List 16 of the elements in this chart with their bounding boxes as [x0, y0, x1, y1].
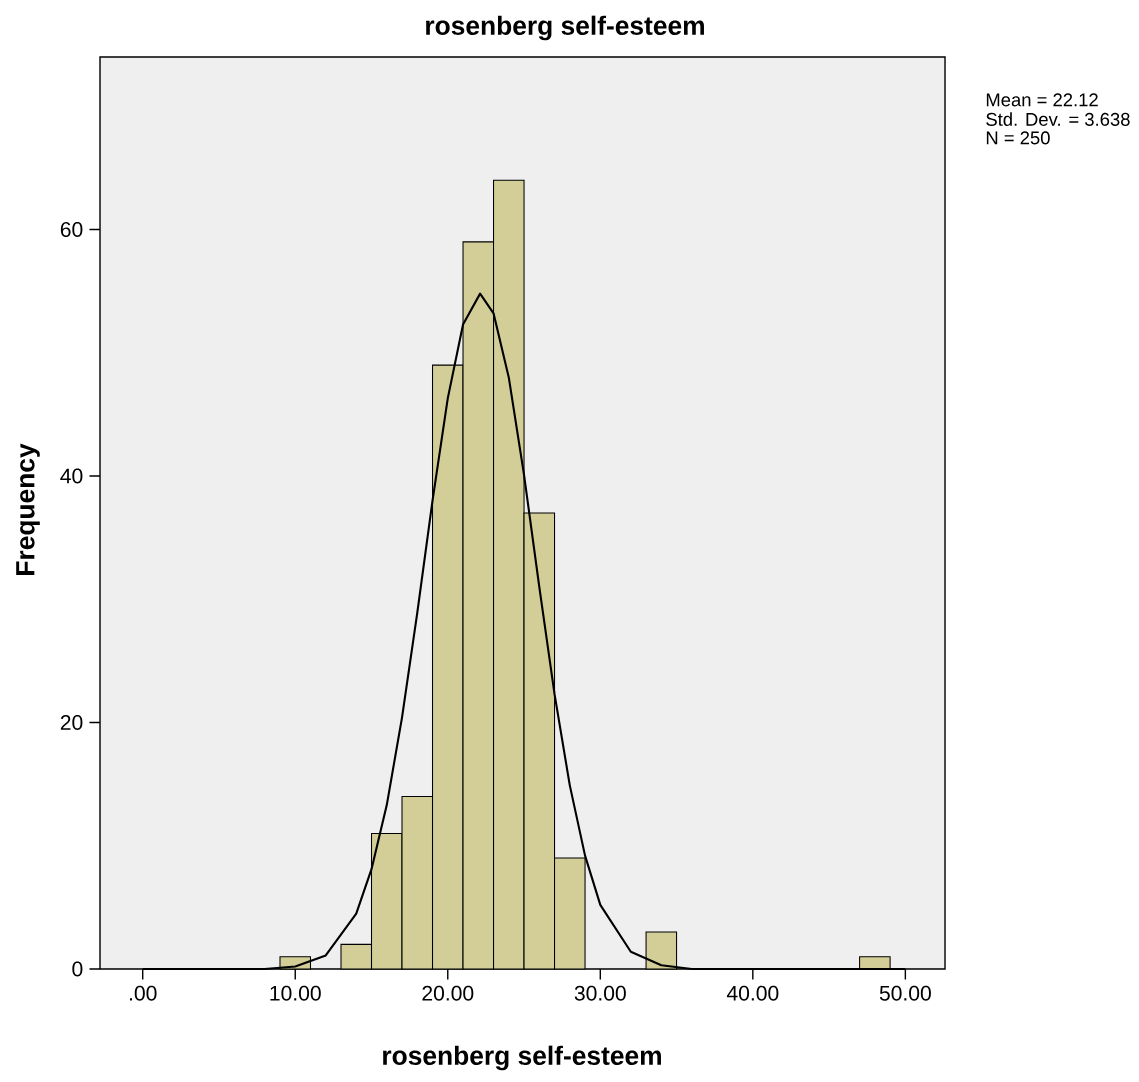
x-tick-label: 50.00 — [879, 985, 931, 1001]
y-tick-label: 20 — [60, 715, 83, 730]
x-tick-label: 10.00 — [270, 985, 321, 1001]
y-tick-label: 60 — [60, 222, 83, 237]
text: Mean = 22.12 — [986, 93, 1098, 107]
x-axis-title: rosenberg self-esteem — [383, 1045, 661, 1071]
chart-title: rosenberg self-esteem — [426, 15, 704, 41]
y-tick-label: 40 — [60, 468, 83, 484]
x-tick-label: 20.00 — [422, 985, 474, 1001]
y-tick-label: 0 — [72, 961, 83, 977]
text: N = 250 — [986, 131, 1050, 145]
x-tick-label: 40.00 — [726, 985, 779, 1001]
x-tick-label: .00 — [129, 985, 157, 1001]
x-tick-label: 30.00 — [574, 985, 626, 1001]
text: Std. Dev. = 3.638 — [986, 112, 1130, 126]
y-axis-title: Frequency — [16, 443, 40, 575]
